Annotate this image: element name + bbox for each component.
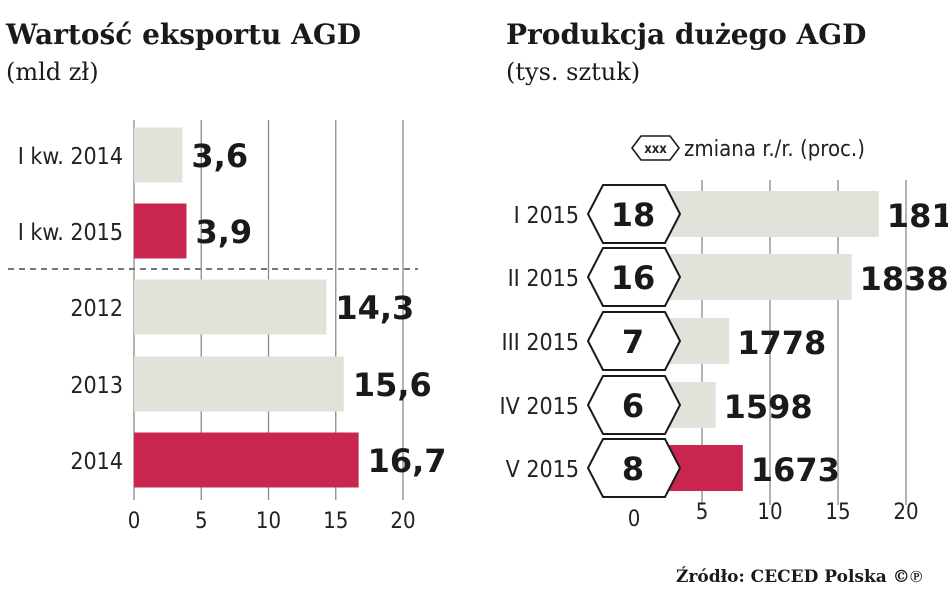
value-label: 15,6 — [353, 366, 432, 404]
x-tick-label: 10 — [757, 500, 782, 525]
yoy-change-label: 16 — [611, 259, 656, 297]
value-label: 16,7 — [368, 442, 447, 480]
x-tick-label: 5 — [696, 500, 709, 525]
x-tick-label: 20 — [390, 509, 415, 534]
value-label: 1838 — [860, 260, 948, 298]
yoy-change-label: 7 — [622, 323, 644, 361]
yoy-hexagon-icon — [586, 247, 682, 307]
category-label: III 2015 — [501, 330, 579, 356]
category-label: II 2015 — [508, 266, 579, 292]
production-chart-x-ticks: 0 5 10 15 20 — [628, 500, 919, 532]
value-label: 3,6 — [191, 137, 248, 175]
bar — [660, 191, 879, 237]
legend-marker: xxx — [644, 142, 667, 157]
legend-label: zmiana r./r. (proc.) — [684, 137, 865, 162]
x-tick-label: 0 — [628, 507, 641, 532]
bar — [134, 203, 187, 259]
yoy-hexagon-icon — [586, 311, 682, 371]
category-label: I kw. 2014 — [18, 144, 123, 170]
category-label: I kw. 2015 — [18, 220, 123, 246]
yoy-hexagon-icon — [586, 184, 682, 244]
bar — [134, 279, 327, 335]
legend-hexagon-icon — [631, 135, 680, 161]
bar — [134, 127, 183, 183]
export-chart-subtitle: (mld zł) — [6, 58, 99, 86]
bar — [134, 356, 344, 412]
x-tick-label: 5 — [195, 509, 208, 534]
category-label: I 2015 — [514, 203, 579, 229]
bar — [660, 254, 852, 300]
export-chart-title: Wartość eksportu AGD — [5, 18, 361, 51]
x-tick-label: 15 — [323, 509, 348, 534]
export-chart: Wartość eksportu AGD (mld zł) I kw. 2014… — [5, 18, 447, 534]
production-chart-subtitle: (tys. sztuk) — [506, 58, 640, 86]
x-tick-label: 20 — [893, 500, 918, 525]
yoy-change-label: 18 — [611, 196, 656, 234]
value-label: 1673 — [751, 451, 840, 489]
category-label: 2012 — [70, 296, 123, 322]
x-tick-label: 10 — [256, 509, 281, 534]
category-label: V 2015 — [506, 457, 579, 483]
production-chart-title: Produkcja dużego AGD — [506, 18, 866, 51]
export-chart-bars: I kw. 2014 3,6 I kw. 2015 3,9 2012 14,3 2013 15… — [18, 127, 447, 488]
value-label: 3,9 — [195, 213, 252, 251]
export-chart-x-ticks: 0 5 10 15 20 — [128, 509, 416, 534]
x-tick-label: 15 — [825, 500, 850, 525]
x-tick-label: 0 — [128, 509, 141, 534]
value-label: 1598 — [724, 388, 813, 426]
category-label: IV 2015 — [500, 394, 579, 420]
production-legend: xxx zmiana r./r. (proc.) — [631, 135, 865, 162]
category-label: 2014 — [70, 449, 123, 475]
yoy-hexagon-icon — [586, 375, 682, 435]
production-chart: Produkcja dużego AGD (tys. sztuk) xxx zm… — [500, 18, 948, 532]
value-label: 1778 — [737, 324, 826, 362]
yoy-hexagon-icon — [586, 438, 682, 498]
source-note: Źródło: CECED Polska ©℗ — [676, 566, 923, 587]
value-label: 14,3 — [335, 289, 414, 327]
category-label: 2013 — [70, 373, 123, 399]
yoy-change-label: 6 — [622, 387, 644, 425]
yoy-change-label: 8 — [622, 450, 644, 488]
bar — [134, 432, 359, 488]
